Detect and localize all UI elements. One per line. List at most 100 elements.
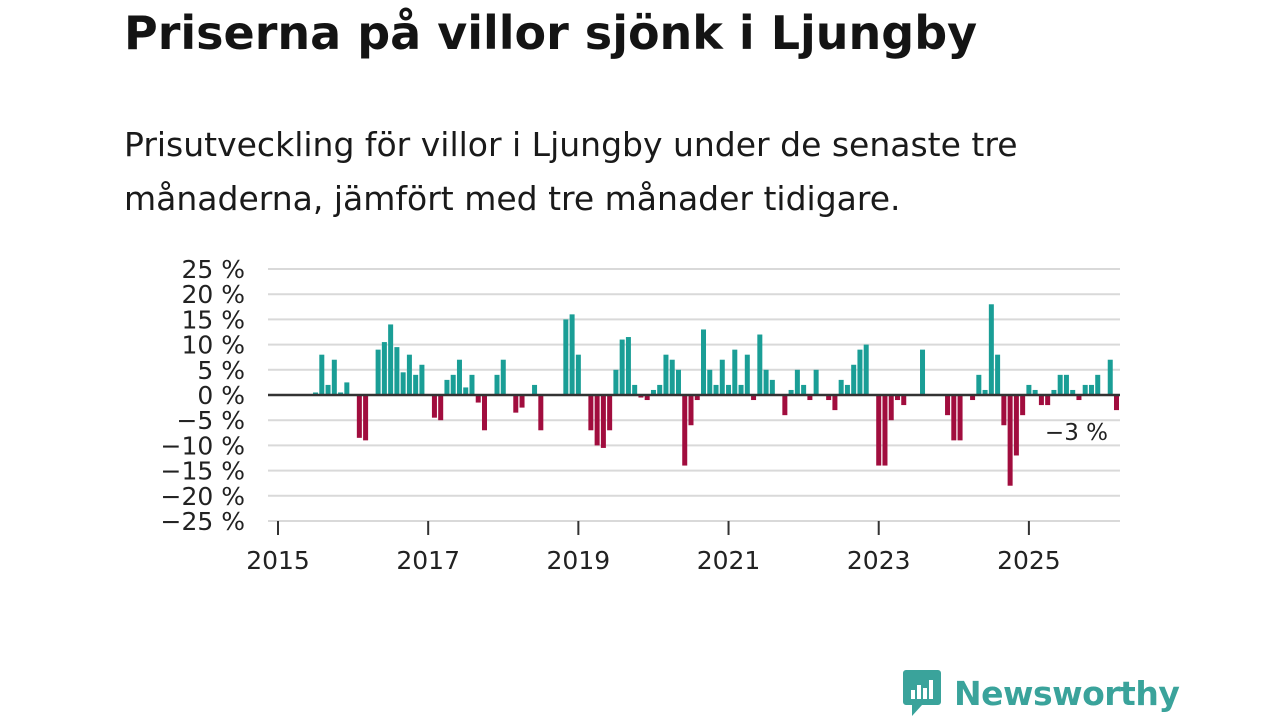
bar bbox=[844, 384, 850, 395]
bar bbox=[688, 395, 694, 426]
bar bbox=[569, 314, 575, 395]
bar bbox=[613, 369, 619, 395]
bar bbox=[431, 395, 437, 418]
bar bbox=[863, 344, 869, 395]
bar bbox=[463, 387, 469, 395]
bar bbox=[619, 339, 625, 395]
bar bbox=[801, 384, 807, 395]
bar bbox=[1001, 395, 1007, 426]
y-tick-label: 10 % bbox=[181, 331, 245, 360]
bar bbox=[325, 384, 331, 395]
bar bbox=[532, 384, 538, 395]
bar bbox=[594, 395, 600, 446]
bar bbox=[638, 395, 644, 398]
bar bbox=[500, 359, 506, 395]
bar bbox=[876, 395, 882, 466]
bar bbox=[319, 354, 325, 395]
bar-chart: 25 %20 %15 %10 %5 %0 %−5 %−10 %−15 %−20 … bbox=[161, 255, 1120, 575]
bars bbox=[313, 304, 1119, 486]
bar bbox=[663, 354, 669, 395]
bar bbox=[732, 349, 738, 395]
brand-logo: Newsworthy bbox=[902, 668, 1180, 718]
bar bbox=[394, 347, 400, 395]
bar bbox=[1045, 395, 1051, 406]
y-tick-label: −5 % bbox=[176, 406, 245, 435]
y-tick-label: −20 % bbox=[161, 482, 245, 511]
bar bbox=[669, 359, 675, 395]
bar bbox=[701, 329, 707, 395]
bar bbox=[901, 395, 907, 406]
x-tick-label: 2025 bbox=[997, 546, 1061, 575]
bar bbox=[1113, 395, 1119, 411]
bar bbox=[1057, 374, 1063, 395]
bar bbox=[982, 389, 988, 395]
bar bbox=[751, 395, 757, 401]
x-axis-ticks: 2015 2017 2019 2021 2023 2025 bbox=[246, 521, 1061, 575]
bar bbox=[945, 395, 951, 416]
bar bbox=[538, 395, 544, 431]
bar bbox=[838, 379, 844, 395]
bar bbox=[976, 374, 982, 395]
bar bbox=[632, 384, 638, 395]
brand-name: Newsworthy bbox=[954, 673, 1180, 713]
bar bbox=[988, 304, 994, 395]
bar bbox=[1088, 384, 1094, 395]
x-tick-label: 2021 bbox=[697, 546, 761, 575]
bar bbox=[1095, 374, 1101, 395]
last-value-annotation: −3 % bbox=[1045, 420, 1108, 446]
x-tick-label: 2017 bbox=[396, 546, 460, 575]
bar bbox=[1007, 395, 1013, 486]
y-axis-ticks: 25 %20 %15 %10 %5 %0 %−5 %−10 %−15 %−20 … bbox=[161, 255, 245, 536]
chart-subtitle: Prisutveckling för villor i Ljungby unde… bbox=[124, 125, 1018, 218]
bar bbox=[331, 359, 337, 395]
bar bbox=[1070, 389, 1076, 395]
x-tick-label: 2023 bbox=[847, 546, 911, 575]
bar bbox=[951, 395, 957, 441]
y-tick-label: 0 % bbox=[197, 381, 245, 410]
y-tick-label: −15 % bbox=[161, 457, 245, 486]
bar bbox=[957, 395, 963, 441]
bar bbox=[807, 395, 813, 401]
bar bbox=[713, 384, 719, 395]
bar bbox=[375, 349, 381, 395]
bar bbox=[381, 342, 387, 395]
bar bbox=[388, 324, 394, 395]
y-tick-label: −25 % bbox=[161, 507, 245, 536]
bar bbox=[1032, 389, 1038, 395]
bar bbox=[356, 395, 362, 438]
bar bbox=[707, 369, 713, 395]
y-tick-label: 5 % bbox=[197, 356, 245, 385]
bar bbox=[1013, 395, 1019, 456]
bar bbox=[1076, 395, 1082, 401]
bar bbox=[494, 374, 500, 395]
y-tick-label: 15 % bbox=[181, 305, 245, 334]
bar bbox=[794, 369, 800, 395]
bar bbox=[1107, 359, 1113, 395]
bar bbox=[1026, 384, 1032, 395]
bar bbox=[363, 395, 369, 441]
bar bbox=[513, 395, 519, 413]
bar bbox=[469, 374, 475, 395]
bar bbox=[813, 369, 819, 395]
bar bbox=[644, 395, 650, 401]
bar bbox=[313, 392, 319, 395]
bar bbox=[519, 395, 525, 408]
bar bbox=[920, 349, 926, 395]
bar bbox=[694, 395, 700, 401]
grid-lines bbox=[268, 268, 1120, 522]
bar bbox=[650, 389, 656, 395]
bar bbox=[563, 319, 569, 395]
bar bbox=[588, 395, 594, 431]
bar bbox=[763, 369, 769, 395]
bar bbox=[1038, 395, 1044, 406]
chart-title: Priserna på villor sjönk i Ljungby bbox=[124, 6, 978, 60]
bar bbox=[894, 395, 900, 401]
bar bbox=[1082, 384, 1088, 395]
bar bbox=[888, 395, 894, 421]
bar bbox=[882, 395, 888, 466]
bar bbox=[456, 359, 462, 395]
bar bbox=[575, 354, 581, 395]
bar bbox=[726, 384, 732, 395]
bar bbox=[344, 382, 350, 395]
bar bbox=[444, 379, 450, 395]
